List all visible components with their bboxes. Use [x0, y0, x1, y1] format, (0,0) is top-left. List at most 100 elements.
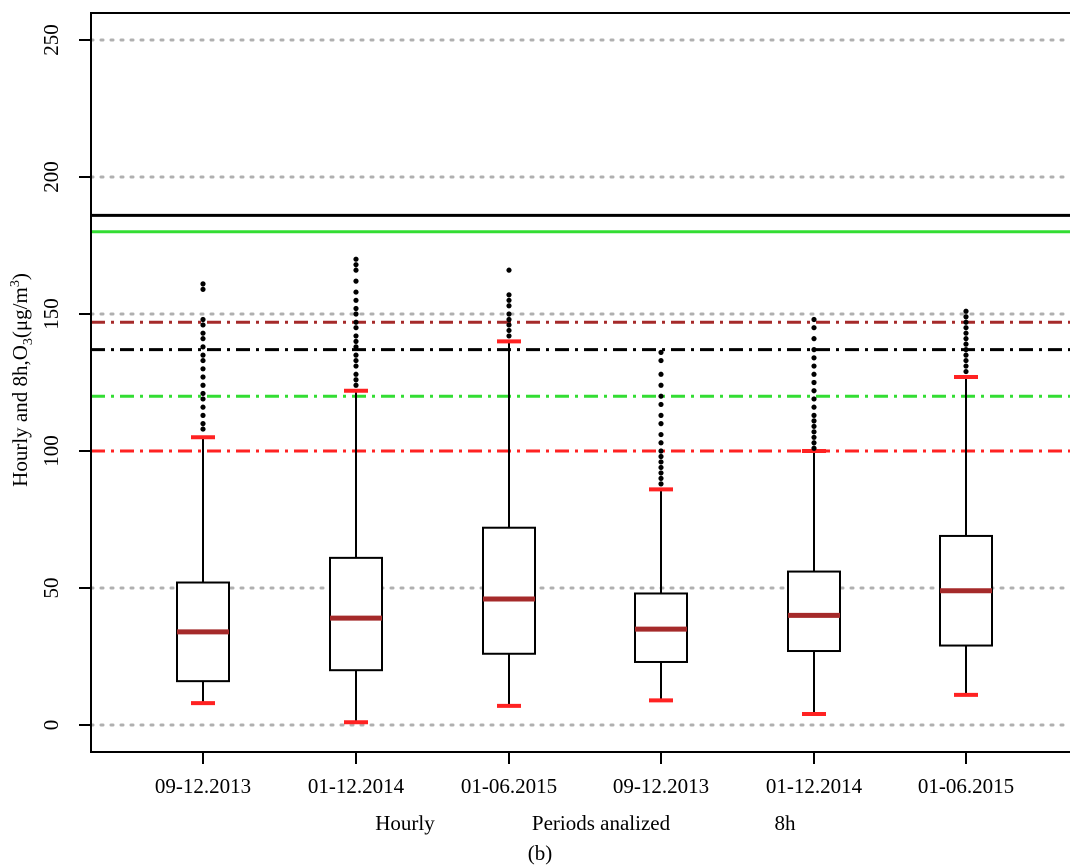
outlier-point — [811, 440, 817, 446]
outlier-point — [353, 363, 359, 369]
outlier-point — [963, 308, 969, 314]
outlier-point — [658, 464, 664, 471]
x-tick-label-1: 01-12.2014 — [308, 774, 405, 798]
outlier-point — [658, 431, 664, 438]
outlier-point — [963, 352, 969, 358]
y-axis-label-unit-open: (μg/m — [8, 287, 32, 338]
y-tick-label-150: 150 — [39, 298, 63, 330]
outlier-point — [200, 412, 206, 418]
grid-lines — [89, 38, 1070, 727]
outlier-point — [811, 418, 817, 424]
outlier-point — [811, 371, 817, 377]
outlier-point — [200, 390, 206, 397]
y-tick-label-250: 250 — [39, 24, 63, 56]
outlier-point — [963, 319, 969, 325]
plot-frame — [90, 12, 1070, 753]
y-axis-label: Hourly and 8h,O3(μg/m3) — [8, 273, 36, 487]
iqr-box — [787, 570, 841, 653]
y-tick-label-100: 100 — [39, 435, 63, 467]
outlier-point — [506, 267, 512, 273]
x-axis-label: Periods analized — [532, 811, 671, 835]
outlier-point — [963, 341, 969, 347]
outlier-point — [353, 262, 359, 268]
y-tick-label-50: 50 — [39, 578, 63, 599]
outlier-point — [200, 352, 206, 358]
iqr-box — [329, 556, 383, 672]
outlier-point — [658, 371, 664, 377]
outlier-point — [200, 281, 206, 287]
outlier-point — [811, 423, 817, 429]
outlier-point — [353, 333, 359, 339]
outlier-point — [353, 325, 359, 331]
outlier-point — [353, 371, 359, 377]
outlier-point — [658, 453, 664, 460]
outlier-point — [658, 421, 664, 427]
box-0 — [176, 281, 230, 706]
figure-caption: (b) — [528, 841, 553, 865]
outlier-point — [963, 336, 969, 342]
outlier-point — [658, 349, 664, 355]
outlier-point — [353, 267, 359, 273]
outlier-point — [353, 344, 359, 350]
outlier-point — [353, 278, 359, 284]
outlier-point — [200, 404, 206, 410]
reference-lines — [91, 213, 1070, 453]
outlier-point — [200, 357, 206, 364]
outlier-point — [200, 344, 206, 350]
outlier-point — [353, 319, 359, 325]
outlier-point — [811, 363, 817, 369]
outlier-point — [200, 330, 206, 336]
outlier-point — [353, 382, 359, 388]
outlier-point — [353, 357, 359, 364]
outlier-point — [658, 412, 664, 418]
outlier-point — [200, 396, 206, 402]
outlier-point — [506, 311, 512, 317]
outlier-point — [811, 379, 817, 386]
outlier-point — [658, 448, 664, 454]
outlier-point — [811, 429, 817, 435]
outlier-point — [200, 286, 206, 292]
outlier-point — [200, 421, 206, 427]
outlier-point — [200, 336, 206, 342]
outlier-point — [658, 357, 664, 364]
boxes — [176, 256, 993, 725]
y-axis-label-sub: 3 — [21, 338, 36, 345]
outlier-point — [200, 316, 206, 323]
outlier-point — [811, 412, 817, 418]
outlier-point — [658, 440, 664, 446]
outlier-point — [200, 322, 206, 328]
y-tick-label-200: 200 — [39, 161, 63, 193]
outlier-point — [658, 475, 664, 481]
outlier-point — [200, 382, 206, 388]
x-tick-label-0: 09-12.2013 — [155, 774, 251, 798]
y-tick-label-0: 0 — [39, 720, 63, 731]
outlier-point — [353, 305, 359, 312]
group-label-hourly: Hourly — [375, 811, 435, 835]
outlier-point — [963, 368, 969, 375]
outlier-point — [353, 311, 359, 317]
outlier-point — [658, 401, 664, 408]
outlier-point — [200, 374, 206, 380]
outlier-point — [811, 355, 817, 361]
y-axis-label-main: Hourly and 8h,O — [8, 345, 32, 487]
y-axis-label-sup: 3 — [8, 280, 23, 287]
outlier-point — [353, 297, 359, 303]
outlier-point — [963, 330, 969, 336]
outlier-point — [506, 297, 512, 303]
box-1 — [329, 256, 383, 725]
outlier-point — [963, 357, 969, 364]
x-tick-label-3: 09-12.2013 — [613, 774, 709, 798]
outlier-point — [200, 366, 206, 372]
outlier-point — [811, 404, 817, 410]
outlier-point — [353, 352, 359, 358]
outlier-point — [658, 382, 664, 388]
outlier-point — [811, 347, 817, 353]
outlier-point — [811, 316, 817, 323]
x-tick-label-5: 01-06.2015 — [918, 774, 1014, 798]
outlier-point — [353, 289, 359, 295]
outlier-point — [353, 377, 359, 383]
outlier-point — [963, 363, 969, 369]
outlier-point — [506, 292, 512, 298]
outlier-point — [200, 426, 206, 432]
